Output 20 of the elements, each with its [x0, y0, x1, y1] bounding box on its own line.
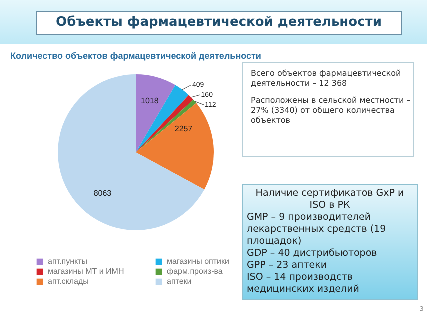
text: ISO – 14 производств медицинских изделий: [247, 272, 360, 296]
legend-label: магазины МТ и ИМН: [48, 267, 124, 276]
legend-label: апт.склады: [48, 277, 90, 286]
text: GMP – 9 производителей лекарственных средств (19 площадок): [247, 212, 388, 248]
pie-slice: [136, 74, 176, 152]
chart-subtitle: Количество объектов фармацевтической деятельности: [10, 51, 262, 61]
text: GDP – 40 дистрибьюторов: [247, 248, 378, 260]
text: GPP – 23 аптеки: [247, 260, 328, 272]
legend-label: магазины оптики: [167, 257, 230, 266]
legend-label: апт.пункты: [48, 257, 88, 266]
legend-label: аптеки: [167, 277, 192, 286]
legend-label: фарм.произ-ва: [167, 267, 224, 276]
text: Всего объектов фармацевтической деятельности – 12 368: [251, 69, 402, 89]
chart-title: Объекты фармацевтической деятельности: [36, 11, 402, 35]
data-label: 1018: [141, 96, 160, 106]
data-label: 2257: [174, 124, 194, 134]
pie-slice: [136, 103, 214, 190]
text: Наличие сертификатов GxP и ISO в РК: [254, 188, 406, 212]
text: Расположены в сельской местности – 27% (3340) от общего количества объектов: [251, 96, 412, 126]
data-label: 8063: [94, 188, 112, 198]
